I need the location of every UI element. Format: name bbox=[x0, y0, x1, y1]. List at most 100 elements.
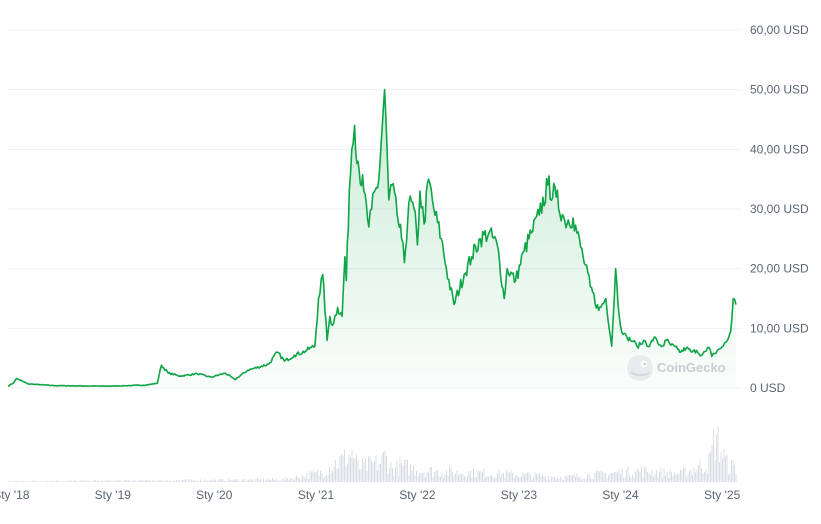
volume-bar bbox=[564, 475, 566, 482]
volume-bar bbox=[249, 479, 251, 482]
volume-bar bbox=[611, 473, 612, 482]
volume-bar bbox=[555, 478, 557, 482]
volume-bar bbox=[347, 463, 348, 482]
volume-bar bbox=[252, 479, 254, 482]
volume-bar bbox=[725, 456, 726, 482]
volume-bar bbox=[242, 479, 243, 482]
volume-bar bbox=[693, 467, 695, 482]
volume-bar bbox=[86, 481, 87, 482]
volume-bar bbox=[344, 449, 345, 482]
volume-bar bbox=[192, 480, 194, 482]
volume-bar bbox=[96, 480, 98, 482]
volume-bar bbox=[120, 480, 122, 482]
volume-bar bbox=[36, 481, 38, 482]
volume-bar bbox=[213, 479, 215, 482]
volume-bar bbox=[396, 460, 398, 482]
volume-bar bbox=[525, 473, 527, 482]
volume-bar bbox=[680, 469, 681, 482]
volume-bar bbox=[467, 475, 468, 482]
volume-bar bbox=[222, 478, 224, 482]
y-tick-label: 0 USD bbox=[750, 381, 786, 395]
volume-bar bbox=[494, 478, 495, 482]
volume-bar bbox=[710, 451, 711, 482]
volume-bar bbox=[582, 478, 584, 482]
volume-bar bbox=[648, 473, 650, 482]
volume-bar bbox=[158, 480, 159, 482]
volume-bar bbox=[276, 479, 278, 482]
volume-bar bbox=[491, 475, 492, 482]
volume-bar bbox=[267, 479, 269, 482]
volume-bar bbox=[464, 476, 465, 482]
volume-bar bbox=[443, 477, 444, 482]
volume-bar bbox=[129, 480, 131, 482]
volume-bar bbox=[446, 470, 447, 482]
volume-bar bbox=[89, 481, 90, 482]
volume-bar bbox=[621, 468, 623, 482]
volume-bar bbox=[675, 475, 677, 482]
volume-bar bbox=[110, 479, 111, 482]
volume-bar bbox=[356, 454, 357, 482]
volume-bar bbox=[206, 480, 207, 482]
volume-bar bbox=[723, 449, 725, 482]
volume-bar bbox=[659, 471, 660, 482]
volume-bar bbox=[38, 481, 39, 482]
volume-bar bbox=[41, 481, 42, 482]
volume-bar bbox=[695, 472, 696, 482]
volume-bar bbox=[71, 480, 72, 482]
volume-bar bbox=[590, 477, 591, 482]
volume-bar bbox=[729, 473, 731, 482]
volume-bar bbox=[536, 474, 537, 482]
x-tick-label: Sty '19 bbox=[95, 488, 132, 502]
y-tick-label: 30,00 USD bbox=[750, 202, 809, 216]
volume-bar bbox=[509, 472, 510, 482]
watermark-text: CoinGecko bbox=[657, 360, 726, 375]
volume-bar bbox=[471, 478, 473, 482]
volume-bar bbox=[159, 479, 161, 482]
volume-bar bbox=[68, 480, 69, 482]
volume-bar bbox=[285, 477, 287, 482]
volume-bar bbox=[476, 477, 477, 482]
volume-bar bbox=[95, 480, 96, 482]
volume-bar bbox=[77, 481, 78, 482]
volume-bar bbox=[671, 471, 672, 482]
volume-bar bbox=[584, 478, 585, 482]
volume-bar bbox=[309, 471, 311, 482]
volume-bar bbox=[221, 479, 222, 482]
volume-bar bbox=[293, 480, 294, 482]
volume-bar bbox=[480, 471, 482, 482]
volume-bar bbox=[551, 476, 552, 482]
volume-bar bbox=[735, 474, 737, 482]
volume-bar bbox=[201, 481, 203, 482]
volume-bar bbox=[93, 480, 95, 482]
volume-bar bbox=[345, 467, 347, 482]
volume-bar bbox=[278, 480, 279, 482]
volume-bar bbox=[360, 469, 362, 482]
volume-bar bbox=[182, 480, 183, 482]
volume-bar bbox=[504, 477, 506, 482]
volume-bar bbox=[140, 480, 141, 482]
volume-bar bbox=[204, 479, 206, 482]
volume-bar bbox=[552, 476, 554, 482]
volume-bar bbox=[90, 481, 92, 482]
volume-bar bbox=[392, 468, 393, 482]
volume-bar bbox=[411, 470, 413, 482]
volume-bar bbox=[692, 475, 693, 482]
volume-bar bbox=[164, 480, 165, 482]
volume-bar bbox=[386, 455, 387, 482]
volume-bar bbox=[8, 480, 9, 482]
volume-bar bbox=[303, 476, 305, 482]
volume-bar bbox=[324, 475, 326, 482]
volume-bar bbox=[569, 474, 570, 482]
volume-bar bbox=[123, 480, 125, 482]
volume-bar bbox=[462, 473, 464, 482]
volume-bar bbox=[255, 478, 257, 482]
volume-bar bbox=[171, 481, 173, 482]
volume-bar bbox=[179, 480, 180, 482]
volume-bar bbox=[468, 471, 470, 482]
volume-bar bbox=[234, 479, 236, 482]
volume-bar bbox=[653, 476, 654, 482]
volume-bar bbox=[402, 465, 404, 482]
volume-bar bbox=[645, 466, 647, 482]
volume-bar bbox=[339, 456, 341, 482]
volume-bar bbox=[183, 479, 185, 482]
